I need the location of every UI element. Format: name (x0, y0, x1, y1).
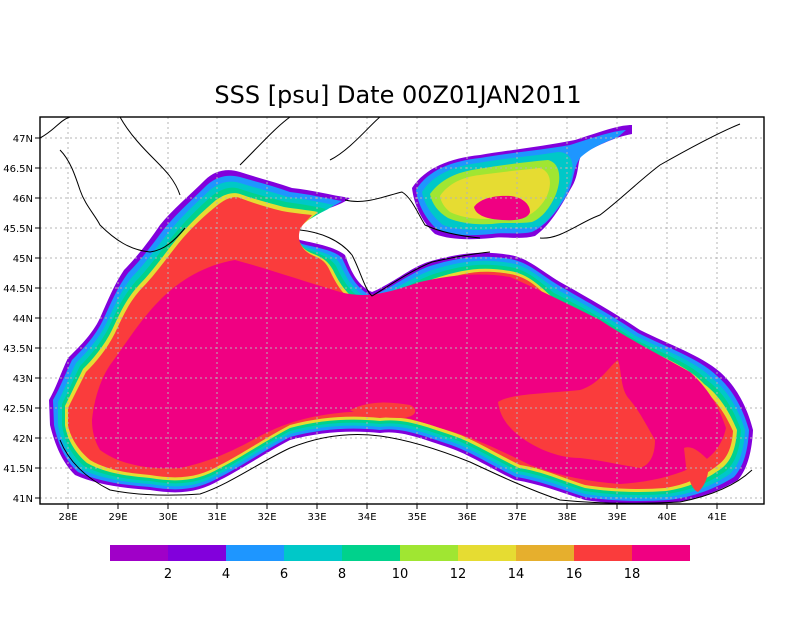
russia-coast (539, 123, 741, 239)
crimea-coast (299, 229, 491, 297)
lat-label: 41N (13, 494, 33, 505)
colorbar-label: 2 (164, 567, 172, 582)
lat-label: 42N (13, 434, 33, 445)
colorbar-label: 14 (508, 567, 525, 582)
lon-label: 34E (357, 512, 376, 523)
lon-label: 38E (557, 512, 576, 523)
se-saline-patch (498, 360, 655, 468)
colorbar-swatch (168, 545, 226, 561)
colorbar-swatch (458, 545, 516, 561)
colorbar-label: 8 (338, 567, 346, 582)
coastlines (40, 117, 753, 504)
colorbar-label: 10 (392, 567, 409, 582)
lon-label: 29E (108, 512, 127, 523)
lat-label: 46N (13, 194, 33, 205)
lon-label: 36E (457, 512, 476, 523)
lat-label: 44.5N (3, 284, 33, 295)
lon-label: 32E (257, 512, 276, 523)
lat-label: 45.5N (3, 224, 33, 235)
colorbar-swatch (342, 545, 400, 561)
lon-labels: 28E 29E 30E 31E 32E 33E 34E 35E 36E 37E … (58, 512, 726, 523)
colorbar-label: 12 (450, 567, 467, 582)
salinity-field (49, 125, 753, 504)
colorbar-swatch (226, 545, 284, 561)
lon-label: 35E (407, 512, 426, 523)
azov-core-pink (474, 195, 530, 221)
colorbar-label: 16 (566, 567, 583, 582)
colorbar-label: 4 (222, 567, 230, 582)
map-title: SSS [psu] Date 00Z01JAN2011 (214, 81, 581, 109)
colorbar-label: 18 (624, 567, 641, 582)
colorbar-swatch (574, 545, 632, 561)
lat-labels: 47N 46.5N 46N 45.5N 45N 44.5N 44N 43.5N … (3, 134, 33, 505)
colorbar-swatch (516, 545, 574, 561)
lon-label: 37E (507, 512, 526, 523)
colorbar-label: 6 (280, 567, 288, 582)
colorbar-swatch (284, 545, 342, 561)
country-border-ukraine (119, 117, 181, 196)
lon-label: 40E (657, 512, 676, 523)
colorbar-swatch (110, 545, 168, 561)
crimea-north (344, 191, 481, 239)
lon-label: 33E (307, 512, 326, 523)
coastal-patch-east (684, 447, 709, 492)
lat-label: 45N (13, 254, 33, 265)
lon-label: 39E (607, 512, 626, 523)
coastal-patch-south (350, 402, 416, 418)
plot-frame (39, 116, 765, 505)
lat-label: 47N (13, 134, 33, 145)
colorbar-swatch (400, 545, 458, 561)
lat-label: 44N (13, 314, 33, 325)
lon-label: 31E (207, 512, 226, 523)
lat-label: 46.5N (3, 164, 33, 175)
turkey-coast (59, 434, 753, 504)
country-border-west (40, 117, 71, 139)
gridlines (40, 117, 764, 504)
lon-label: 41E (707, 512, 726, 523)
colorbar-swatch (632, 545, 690, 561)
azov-north-coast (239, 117, 381, 166)
lat-label: 41.5N (3, 464, 33, 475)
country-border-moldova (59, 149, 186, 253)
ticks (35, 137, 718, 509)
lat-label: 43.5N (3, 344, 33, 355)
lon-label: 28E (58, 512, 77, 523)
lat-label: 42.5N (3, 404, 33, 415)
lon-label: 30E (158, 512, 177, 523)
lat-label: 43N (13, 374, 33, 385)
colorbar: 2 4 6 8 10 12 14 16 18 (110, 545, 690, 582)
